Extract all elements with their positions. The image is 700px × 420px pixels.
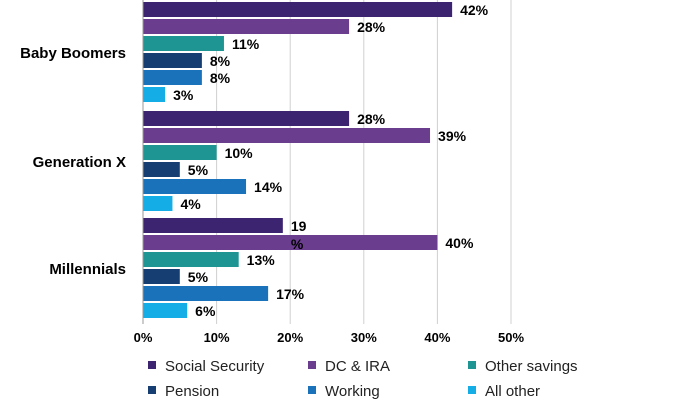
category-labels: Baby Boomers Generation X Millennials (20, 45, 126, 278)
data-label: 19 (291, 218, 307, 234)
data-label-suffix: % (291, 236, 304, 252)
bar-pension-1 (143, 162, 180, 177)
bar-other-savings-2 (143, 252, 239, 267)
bar-all-other-1 (143, 196, 173, 211)
data-label: 28% (357, 111, 386, 127)
legend-swatch-other-savings (468, 361, 476, 369)
gridlines (216, 0, 512, 324)
data-label: 17% (276, 286, 305, 302)
bar-dc-ira-1 (143, 128, 431, 143)
legend-swatch-pension (148, 386, 156, 394)
bar-other-savings-1 (143, 145, 217, 160)
legend-swatch-working (308, 386, 316, 394)
x-tick-label: 20% (277, 330, 303, 345)
data-label: 11% (232, 36, 260, 52)
bar-pension-2 (143, 269, 180, 284)
legend-label-social-security: Social Security (165, 358, 265, 375)
data-label: 39% (438, 128, 467, 144)
data-label: 14% (254, 179, 283, 195)
data-label: 8% (210, 53, 231, 69)
x-tick-label: 30% (351, 330, 377, 345)
bar-social-security-0 (143, 2, 453, 17)
x-tick-label: 0% (134, 330, 153, 345)
data-label: 28% (357, 19, 386, 35)
bar-social-security-2 (143, 218, 283, 233)
legend-label-all-other: All other (485, 383, 540, 400)
legend-label-dc-ira: DC & IRA (325, 358, 390, 375)
bar-all-other-2 (143, 303, 188, 318)
x-tick-label: 50% (498, 330, 524, 345)
bars (143, 2, 453, 318)
data-label: 6% (195, 303, 216, 319)
bar-working-0 (143, 70, 202, 85)
data-label: 4% (180, 196, 201, 212)
legend-swatch-all-other (468, 386, 476, 394)
legend: Social Security DC & IRA Other savings Pens… (148, 358, 578, 400)
legend-label-other-savings: Other savings (485, 358, 578, 375)
bar-working-1 (143, 179, 247, 194)
category-label: Generation X (33, 154, 126, 171)
legend-swatch-dc-ira (308, 361, 316, 369)
category-label: Millennials (49, 261, 126, 278)
data-label: 10% (225, 145, 254, 161)
bar-other-savings-0 (143, 36, 224, 51)
data-label: 40% (445, 235, 474, 251)
data-label: 5% (188, 162, 209, 178)
data-label: 13% (247, 252, 276, 268)
x-tick-label: 10% (204, 330, 230, 345)
bar-working-2 (143, 286, 269, 301)
category-label: Baby Boomers (20, 45, 126, 62)
data-labels: 42%28%11%8%8%3%28%39%10%5%14%4%19% 40%13%… (173, 2, 489, 319)
legend-label-pension: Pension (165, 383, 219, 400)
data-label: 42% (460, 2, 489, 18)
data-label: 8% (210, 70, 231, 86)
data-label: 3% (173, 87, 194, 103)
bar-dc-ira-0 (143, 19, 350, 34)
bar-all-other-0 (143, 87, 166, 102)
legend-label-working: Working (325, 383, 380, 400)
x-tick-label: 40% (424, 330, 450, 345)
bar-pension-0 (143, 53, 202, 68)
bar-dc-ira-2 (143, 235, 438, 250)
x-tick-labels: 0% 10% 20% 30% 40% 50% (134, 330, 525, 345)
bar-social-security-1 (143, 111, 350, 126)
data-label: 5% (188, 269, 209, 285)
legend-swatch-social-security (148, 361, 156, 369)
